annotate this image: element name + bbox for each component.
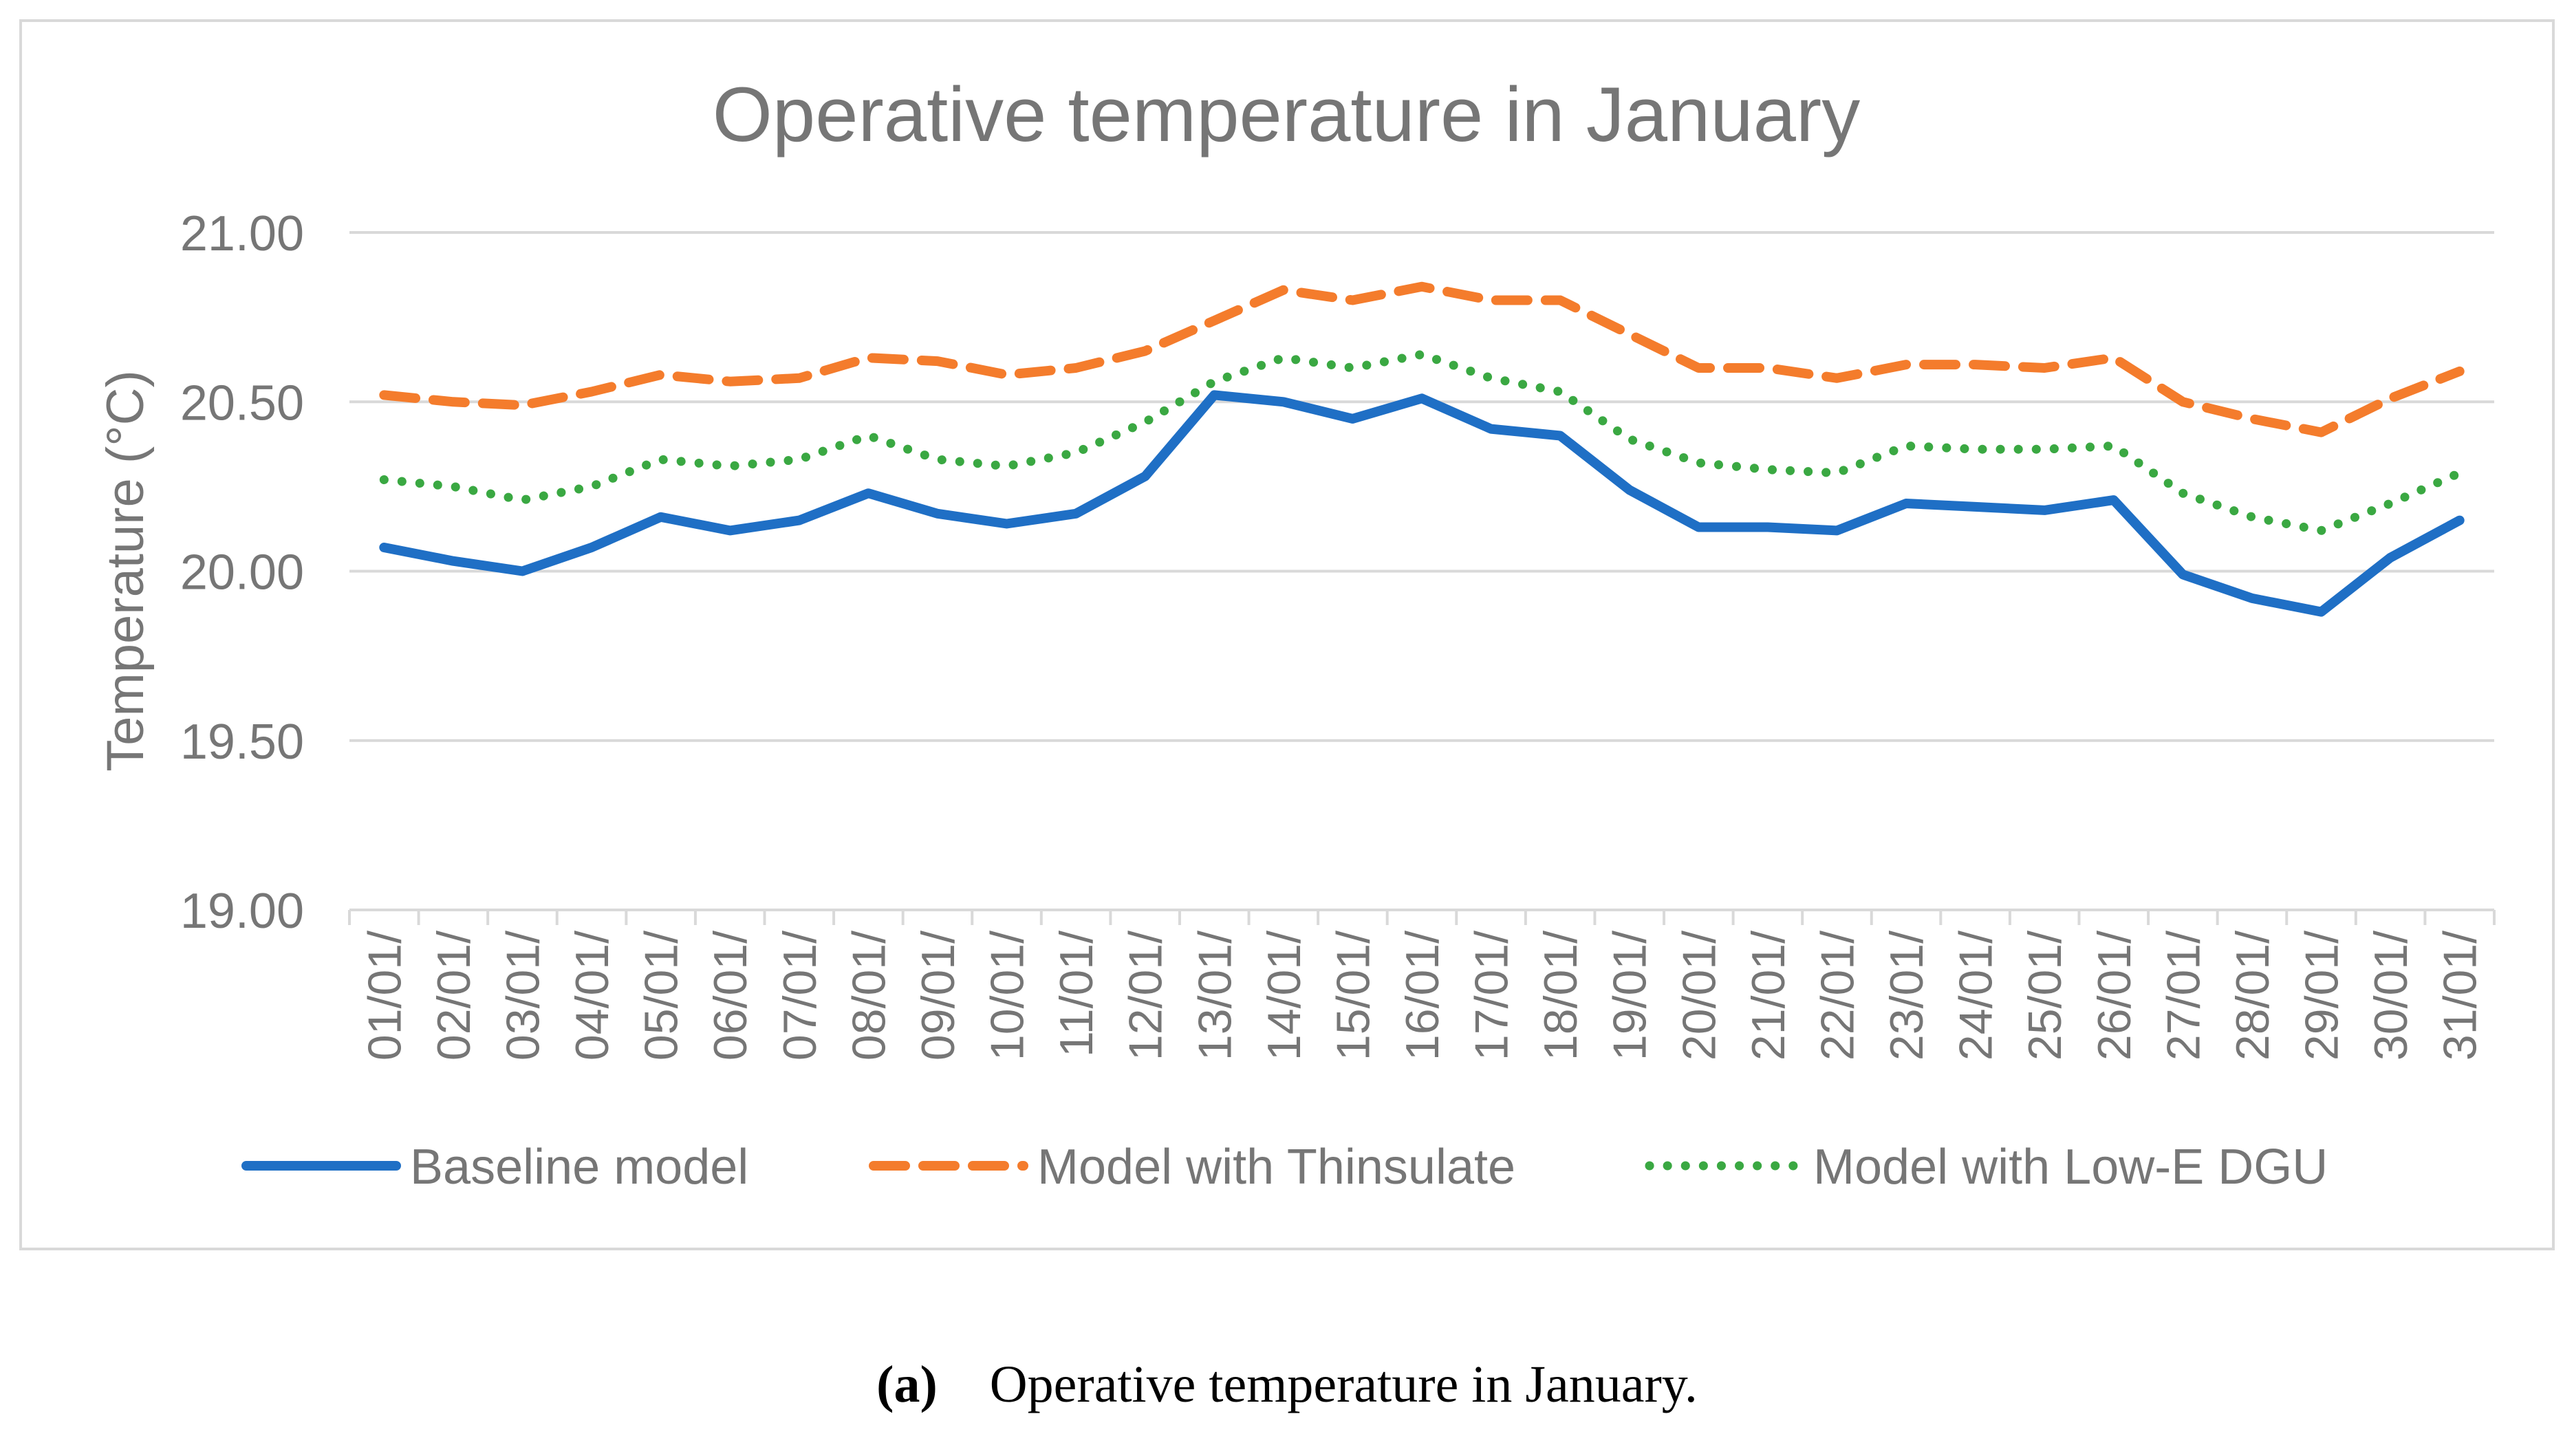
y-axis-label: Temperature (°C) bbox=[96, 370, 155, 772]
x-tick-label: 26/01/ bbox=[2088, 931, 2141, 1061]
x-tick-label: 19/01/ bbox=[1604, 931, 1656, 1061]
series-line-model-with-low-e-dgu bbox=[379, 349, 2465, 535]
x-tick-label: 20/01/ bbox=[1673, 931, 1725, 1061]
chart-title: Operative temperature in January bbox=[713, 72, 1860, 157]
x-tick-label: 08/01/ bbox=[843, 931, 895, 1061]
x-tick-label: 29/01/ bbox=[2296, 931, 2348, 1061]
caption-text: Operative temperature in January. bbox=[989, 1356, 1698, 1413]
x-tick-label: 30/01/ bbox=[2365, 931, 2417, 1061]
x-tick-label: 16/01/ bbox=[1396, 931, 1449, 1061]
x-tick-label: 31/01/ bbox=[2434, 931, 2487, 1061]
x-tick-label: 07/01/ bbox=[774, 931, 826, 1061]
x-tick-label: 09/01/ bbox=[912, 931, 964, 1061]
y-tick-label: 20.50 bbox=[180, 376, 304, 431]
x-tick-label: 21/01/ bbox=[1742, 931, 1795, 1061]
x-tick-label: 11/01/ bbox=[1050, 931, 1103, 1057]
x-tick-label: 02/01/ bbox=[428, 931, 480, 1061]
series-line-model-with-thinsulate bbox=[379, 281, 2465, 437]
legend-label: Model with Thinsulate bbox=[1037, 1140, 1515, 1195]
x-axis: 01/01/02/01/03/01/04/01/05/01/06/01/07/0… bbox=[348, 909, 2496, 1061]
y-tick-label: 20.00 bbox=[180, 545, 304, 600]
x-tick-label: 06/01/ bbox=[704, 931, 757, 1061]
x-tick-label: 12/01/ bbox=[1120, 931, 1172, 1061]
legend-label: Baseline model bbox=[410, 1140, 748, 1195]
legend-label: Model with Low-E DGU bbox=[1813, 1140, 2328, 1195]
series-line-baseline-model bbox=[379, 390, 2465, 617]
y-tick-label: 19.00 bbox=[180, 884, 304, 939]
caption-tag: (a) bbox=[876, 1356, 938, 1413]
x-tick-label: 18/01/ bbox=[1535, 931, 1587, 1061]
x-tick-label: 27/01/ bbox=[2157, 931, 2209, 1061]
x-tick-label: 14/01/ bbox=[1258, 931, 1310, 1061]
y-tick-label: 21.00 bbox=[180, 206, 304, 261]
x-tick-label: 25/01/ bbox=[2019, 931, 2071, 1061]
x-tick-label: 17/01/ bbox=[1466, 931, 1518, 1061]
x-tick-label: 13/01/ bbox=[1189, 931, 1241, 1061]
figure-caption: (a) Operative temperature in January. bbox=[0, 1355, 2574, 1415]
legend: Baseline model Model with Thinsulate Model… bbox=[241, 1140, 2328, 1195]
x-tick-label: 28/01/ bbox=[2227, 931, 2279, 1061]
x-tick-label: 24/01/ bbox=[1950, 931, 2002, 1061]
gridlines bbox=[349, 231, 2494, 742]
x-tick-label: 15/01/ bbox=[1327, 931, 1379, 1061]
x-tick-label: 03/01/ bbox=[497, 931, 549, 1061]
x-tick-label: 01/01/ bbox=[358, 931, 411, 1061]
y-tick-label: 19.50 bbox=[180, 715, 304, 770]
x-tick-label: 10/01/ bbox=[982, 931, 1034, 1061]
series-lines bbox=[379, 281, 2465, 617]
x-tick-label: 23/01/ bbox=[1881, 931, 1933, 1061]
x-tick-label: 05/01/ bbox=[636, 931, 688, 1061]
x-tick-label: 04/01/ bbox=[566, 931, 618, 1061]
chart-frame bbox=[19, 19, 2555, 1250]
y-axis-ticks: 19.00 19.50 20.00 20.50 21.00 bbox=[180, 206, 304, 939]
x-tick-label: 22/01/ bbox=[1811, 931, 1863, 1061]
